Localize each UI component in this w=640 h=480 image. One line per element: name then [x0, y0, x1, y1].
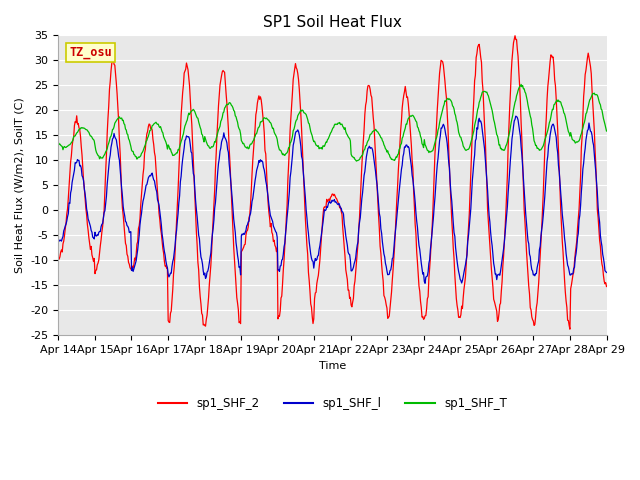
sp1_SHF_2	[205, 282, 213, 288]
sp1_SHF_l	[603, 270, 611, 276]
sp1_SHF_l	[512, 113, 520, 119]
sp1_SHF_2	[177, 132, 184, 138]
sp1_SHF_2	[415, 283, 423, 289]
sp1_SHF_l	[399, 154, 407, 159]
sp1_SHF_T	[121, 122, 129, 128]
sp1_SHF_2	[121, 232, 129, 238]
Title: SP1 Soil Heat Flux: SP1 Soil Heat Flux	[263, 15, 402, 30]
sp1_SHF_2	[566, 326, 573, 332]
Line: sp1_SHF_l: sp1_SHF_l	[58, 116, 607, 283]
sp1_SHF_2	[511, 33, 519, 38]
sp1_SHF_l	[54, 238, 62, 243]
Y-axis label: Soil Heat Flux (W/m2), SoilT (C): Soil Heat Flux (W/m2), SoilT (C)	[15, 97, 25, 273]
sp1_SHF_T	[517, 82, 525, 87]
Text: TZ_osu: TZ_osu	[69, 46, 112, 59]
X-axis label: Time: Time	[319, 360, 346, 371]
sp1_SHF_2	[603, 284, 611, 289]
sp1_SHF_T	[65, 143, 72, 148]
sp1_SHF_T	[603, 128, 611, 134]
sp1_SHF_l	[205, 259, 213, 265]
Line: sp1_SHF_2: sp1_SHF_2	[58, 36, 607, 329]
Line: sp1_SHF_T: sp1_SHF_T	[58, 84, 607, 161]
sp1_SHF_T	[400, 130, 408, 136]
sp1_SHF_T	[54, 140, 62, 145]
sp1_SHF_2	[54, 254, 62, 260]
sp1_SHF_2	[399, 98, 407, 104]
sp1_SHF_l	[65, 211, 72, 216]
sp1_SHF_T	[177, 141, 184, 146]
sp1_SHF_T	[416, 130, 424, 135]
sp1_SHF_l	[421, 280, 429, 286]
sp1_SHF_l	[415, 242, 423, 248]
sp1_SHF_l	[177, 179, 184, 184]
sp1_SHF_2	[65, 195, 72, 201]
sp1_SHF_T	[353, 158, 360, 164]
sp1_SHF_l	[121, 213, 129, 219]
Legend: sp1_SHF_2, sp1_SHF_l, sp1_SHF_T: sp1_SHF_2, sp1_SHF_l, sp1_SHF_T	[153, 392, 512, 415]
sp1_SHF_T	[205, 144, 213, 150]
